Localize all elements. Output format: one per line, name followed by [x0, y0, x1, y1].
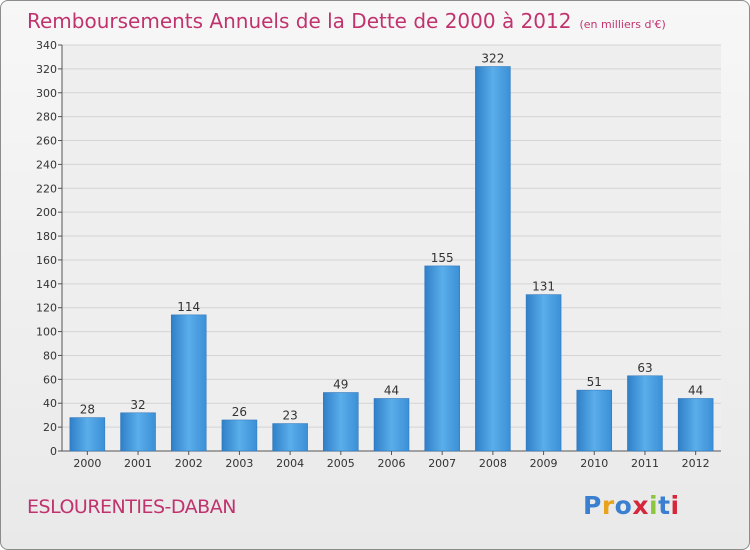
value-label-2000: 28	[80, 403, 95, 417]
value-label-2005: 49	[333, 377, 348, 391]
bar-2008	[475, 66, 511, 452]
y-tick-label: 180	[36, 230, 57, 243]
value-label-2009: 131	[532, 280, 555, 294]
value-label-2002: 114	[177, 300, 200, 314]
bar-2005	[323, 392, 359, 452]
bar-2000	[69, 417, 106, 452]
bar-2004	[272, 423, 308, 452]
logo-letter: r	[601, 491, 615, 520]
x-tick-label-2008: 2008	[479, 457, 507, 470]
x-tick-label-2009: 2009	[530, 457, 558, 470]
y-tick-label: 240	[36, 158, 57, 171]
y-tick-label: 200	[36, 206, 57, 219]
logo-letter: t	[658, 491, 671, 520]
y-tick-label: 260	[36, 135, 57, 148]
y-tick-label: 320	[36, 63, 57, 76]
value-label-2001: 32	[130, 398, 145, 412]
x-tick-label-2010: 2010	[580, 457, 608, 470]
chart-title: Remboursements Annuels de la Dette de 20…	[27, 9, 572, 33]
bar-2011	[627, 375, 663, 452]
y-tick-label: 140	[36, 278, 57, 291]
title-row: Remboursements Annuels de la Dette de 20…	[27, 9, 666, 33]
x-tick-label-2003: 2003	[225, 457, 253, 470]
x-tick-label-2005: 2005	[327, 457, 355, 470]
bar-2007	[424, 265, 460, 452]
x-tick-label-2007: 2007	[428, 457, 456, 470]
proxiti-logo: Proxiti	[583, 491, 680, 520]
value-label-2007: 155	[431, 251, 454, 265]
x-tick-label-2012: 2012	[682, 457, 710, 470]
y-tick-label: 0	[50, 445, 57, 458]
y-tick-label: 220	[36, 182, 57, 195]
chart-subtitle: (en milliers d'€)	[579, 18, 666, 31]
logo-letter: i	[649, 491, 659, 520]
y-tick-label: 300	[36, 87, 57, 100]
y-tick-label: 20	[43, 421, 57, 434]
bar-2009	[525, 294, 562, 452]
bar-2002	[170, 314, 207, 452]
y-tick-label: 40	[43, 397, 57, 410]
bar-2006	[373, 398, 410, 452]
commune-name: ESLOURENTIES-DABAN	[27, 496, 236, 518]
x-tick-label-2004: 2004	[276, 457, 304, 470]
plot-area: 0 20 40 60 80 100 120 140 160 180 200 220 240 260 280 3…	[36, 39, 721, 470]
value-label-2004: 23	[282, 409, 297, 423]
y-tick-label: 160	[36, 254, 57, 267]
logo-letter: P	[583, 491, 602, 520]
y-tick-label: 100	[36, 326, 57, 339]
value-label-2003: 26	[232, 405, 247, 419]
bar-2010	[576, 389, 613, 452]
y-tick-label: 340	[36, 39, 57, 52]
value-label-2010: 51	[587, 375, 602, 389]
x-tick-label-2006: 2006	[378, 457, 406, 470]
bar-2001	[120, 412, 156, 452]
x-tick-label-2000: 2000	[73, 457, 101, 470]
x-tick-label-2001: 2001	[124, 457, 152, 470]
value-label-2006: 44	[384, 383, 399, 397]
value-label-2011: 63	[637, 361, 652, 375]
x-tick-label-2002: 2002	[175, 457, 203, 470]
y-tick-label: 60	[43, 373, 57, 386]
y-tick-label: 80	[43, 349, 57, 362]
x-tick-label-2011: 2011	[631, 457, 659, 470]
bar-2012	[677, 398, 714, 452]
logo-letter: i	[670, 491, 680, 520]
bar-2003	[221, 419, 258, 452]
logo-letter: x	[632, 491, 649, 520]
y-tick-label: 120	[36, 302, 57, 315]
logo-letter: o	[614, 491, 633, 520]
value-label-2012: 44	[688, 383, 703, 397]
value-label-2008: 322	[481, 51, 504, 65]
y-tick-label: 280	[36, 111, 57, 124]
